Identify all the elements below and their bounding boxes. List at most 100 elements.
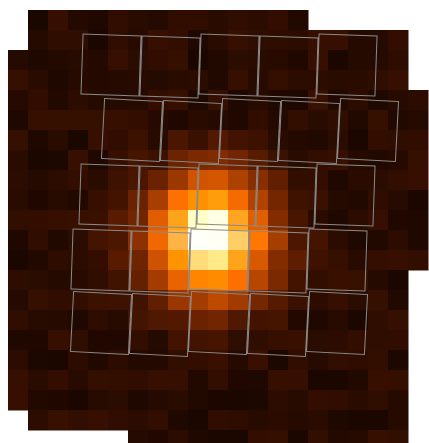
aperture-square bbox=[336, 97, 400, 163]
pixel bbox=[128, 10, 149, 31]
pixel bbox=[228, 350, 249, 371]
pixel bbox=[108, 230, 129, 251]
pixel bbox=[188, 310, 209, 331]
pixel bbox=[288, 30, 309, 51]
pixel bbox=[208, 370, 229, 391]
pixel bbox=[408, 210, 429, 231]
aperture-square bbox=[196, 163, 258, 227]
pixel bbox=[8, 330, 29, 351]
pixel bbox=[348, 290, 369, 311]
pixel bbox=[8, 110, 29, 131]
pixel bbox=[328, 430, 349, 443]
pixel bbox=[128, 130, 149, 151]
pixel bbox=[208, 210, 229, 231]
pixel bbox=[268, 410, 289, 431]
pixel bbox=[168, 290, 189, 311]
pixel bbox=[28, 230, 49, 251]
pixel bbox=[328, 350, 349, 371]
pixel bbox=[88, 30, 109, 51]
pixel bbox=[68, 370, 89, 391]
pixel bbox=[48, 410, 69, 431]
pixel bbox=[328, 230, 349, 251]
pixel bbox=[28, 110, 49, 131]
pixel bbox=[228, 70, 249, 91]
pixel bbox=[48, 390, 69, 411]
pixel bbox=[248, 230, 269, 251]
pixel bbox=[8, 190, 29, 211]
pixel bbox=[128, 310, 149, 331]
pixel bbox=[288, 250, 309, 271]
pixel bbox=[68, 330, 89, 351]
pixel bbox=[68, 190, 89, 211]
pixel bbox=[68, 350, 89, 371]
pixel bbox=[88, 410, 109, 431]
pixel bbox=[308, 250, 329, 271]
pixel bbox=[108, 390, 129, 411]
pixel bbox=[248, 110, 269, 131]
pixel bbox=[288, 110, 309, 131]
pixel bbox=[108, 170, 129, 191]
pixel bbox=[148, 390, 169, 411]
pixel bbox=[248, 250, 269, 271]
pixel bbox=[188, 370, 209, 391]
pixel bbox=[388, 390, 409, 411]
pixel bbox=[328, 170, 349, 191]
pixel bbox=[228, 30, 249, 51]
pixel bbox=[28, 350, 49, 371]
pixel bbox=[8, 150, 29, 171]
pixel bbox=[8, 50, 29, 71]
pixel bbox=[388, 370, 409, 391]
pixel bbox=[48, 230, 69, 251]
pixel bbox=[228, 410, 249, 431]
pixel bbox=[328, 70, 349, 91]
pixel bbox=[168, 50, 189, 71]
pixel bbox=[208, 30, 229, 51]
pixel bbox=[168, 230, 189, 251]
pixel bbox=[68, 70, 89, 91]
pixel bbox=[288, 410, 309, 431]
pixel bbox=[68, 290, 89, 311]
pixel bbox=[408, 110, 429, 131]
pixel bbox=[28, 410, 49, 431]
pixel bbox=[208, 130, 229, 151]
pixel bbox=[148, 310, 169, 331]
pixel bbox=[88, 150, 109, 171]
pixel bbox=[288, 270, 309, 291]
pixel bbox=[28, 270, 49, 291]
pixel bbox=[308, 170, 329, 191]
pixel bbox=[328, 190, 349, 211]
pixel bbox=[8, 390, 29, 411]
pixel bbox=[88, 250, 109, 271]
pixel bbox=[28, 130, 49, 151]
pixel bbox=[248, 190, 269, 211]
pixel bbox=[268, 90, 289, 111]
pixel bbox=[388, 230, 409, 251]
pixel bbox=[308, 110, 329, 131]
pixel bbox=[8, 90, 29, 111]
pixel bbox=[348, 370, 369, 391]
pixel bbox=[8, 350, 29, 371]
pixel bbox=[48, 30, 69, 51]
pixel bbox=[328, 310, 349, 331]
pixel bbox=[148, 370, 169, 391]
pixel bbox=[348, 30, 369, 51]
aperture-square bbox=[70, 228, 132, 292]
pixel bbox=[348, 170, 369, 191]
pixel bbox=[308, 190, 329, 211]
pixel bbox=[28, 90, 49, 111]
aperture-square bbox=[306, 228, 368, 292]
pixel bbox=[248, 430, 269, 443]
pixel bbox=[388, 130, 409, 151]
pixel bbox=[88, 130, 109, 151]
pixel bbox=[68, 390, 89, 411]
pixel bbox=[288, 90, 309, 111]
pixel bbox=[208, 190, 229, 211]
aperture-square bbox=[255, 165, 317, 229]
pixel bbox=[248, 330, 269, 351]
pixel bbox=[328, 50, 349, 71]
aperture-square bbox=[159, 99, 223, 165]
pixel bbox=[388, 170, 409, 191]
pixel bbox=[128, 270, 149, 291]
pixel bbox=[168, 310, 189, 331]
pixel bbox=[168, 150, 189, 171]
